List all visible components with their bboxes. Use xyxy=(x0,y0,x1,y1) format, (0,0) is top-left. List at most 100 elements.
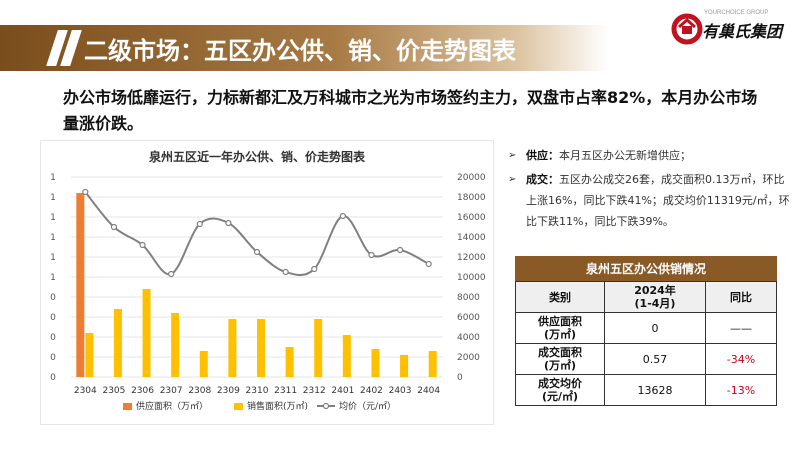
sales-bar xyxy=(85,333,94,377)
legend-swatch-supply xyxy=(123,403,132,410)
chart-container: 泉州五区近一年办公供、销、价走势图表 0 0 0 2000 0 4000 0 6000 0 8000… xyxy=(40,140,494,425)
row-yoy: -13% xyxy=(705,374,777,406)
right-tick-label: 10000 xyxy=(457,273,486,283)
bullet-list: ➢ 供应：本月五区办公无新增供应； ➢ 成交：五区办公成交26套，成交面积0.1… xyxy=(508,145,793,235)
right-tick-label: 16000 xyxy=(457,213,486,223)
price-point xyxy=(282,268,289,276)
x-tick-label: 2311 xyxy=(274,386,297,396)
x-tick-label: 2403 xyxy=(389,386,412,396)
supply-sales-table: 泉州五区办公供销情况 类别 2024年 (1-4月) 同比 供应面积 (万㎡) … xyxy=(515,256,777,406)
left-tick-label: 0 xyxy=(50,293,56,303)
sales-bar xyxy=(314,319,323,377)
table-row: 成交面积 (万㎡) 0.57 -34% xyxy=(515,343,777,375)
price-point xyxy=(110,223,118,231)
row-yoy: -34% xyxy=(705,343,777,375)
right-tick-label: 14000 xyxy=(457,233,486,243)
x-tick-label: 2305 xyxy=(102,386,125,396)
price-point xyxy=(225,219,232,227)
table-header-cell: 2024年 (1-4月) xyxy=(604,281,706,313)
table-header-cell: 同比 xyxy=(705,281,777,313)
x-tick-label: 2309 xyxy=(217,386,240,396)
price-point xyxy=(168,270,175,278)
sales-bar xyxy=(257,319,265,377)
left-tick-label: 1 xyxy=(50,213,56,223)
table-row: 供应面积 (万㎡) 0 —— xyxy=(515,312,777,344)
bullet-text: 五区办公成交26套，成交面积0.13万㎡，环比上涨16%，同比下跌41%；成交均… xyxy=(526,173,790,228)
header: 二级市场：五区办公供、销、价走势图表 YOURCHOICE GROUP 有巢氏集… xyxy=(0,0,798,86)
sales-bar xyxy=(371,349,380,377)
right-tick-label: 12000 xyxy=(457,253,486,263)
sales-bar xyxy=(342,335,351,377)
logo-chinese: 有巢氏集团 xyxy=(702,22,783,41)
left-tick-label: 0 xyxy=(50,373,56,383)
row-label: 成交面积 (万㎡) xyxy=(515,343,605,375)
legend-label-price: 均价（元/㎡） xyxy=(339,400,396,412)
x-tick-label: 2404 xyxy=(417,386,440,396)
price-point xyxy=(368,251,375,259)
price-line xyxy=(84,191,430,277)
table-title: 泉州五区办公供销情况 xyxy=(515,256,777,281)
x-tick-label: 2306 xyxy=(131,386,154,396)
table-header-row: 类别 2024年 (1-4月) 同比 xyxy=(515,281,777,313)
header-bar xyxy=(0,25,608,71)
legend-label-supply: 供应面积（万㎡） xyxy=(136,400,208,412)
company-logo xyxy=(670,10,790,50)
right-tick-label: 20000 xyxy=(457,173,486,183)
row-yoy: —— xyxy=(705,312,777,344)
chart-title: 泉州五区近一年办公供、销、价走势图表 xyxy=(149,149,366,164)
sales-bar xyxy=(171,313,180,377)
left-tick-label: 1 xyxy=(50,233,56,243)
price-point xyxy=(253,248,261,256)
price-point xyxy=(311,265,318,273)
supply-bar xyxy=(76,193,85,377)
bullet-sales: ➢ 成交：五区办公成交26套，成交面积0.13万㎡，环比上涨16%，同比下跌41… xyxy=(508,169,793,232)
right-tick-label: 0 xyxy=(457,373,463,383)
x-tick-label: 2401 xyxy=(331,386,354,396)
legend-swatch-sales xyxy=(234,403,243,410)
bullet-label: 供应： xyxy=(526,149,559,162)
sales-bar xyxy=(428,351,437,377)
right-tick-label: 2000 xyxy=(457,353,480,363)
x-tick-label: 2402 xyxy=(360,386,383,396)
left-tick-label: 1 xyxy=(50,173,56,183)
price-point xyxy=(82,188,89,196)
right-tick-label: 8000 xyxy=(457,293,480,303)
price-point xyxy=(425,260,432,268)
left-tick-label: 0 xyxy=(50,313,56,323)
table-header-cell: 类别 xyxy=(515,281,605,313)
logo-english: YOURCHOICE GROUP xyxy=(704,10,769,16)
left-tick-label: 1 xyxy=(50,253,56,263)
page-title: 二级市场：五区办公供、销、价走势图表 xyxy=(84,37,516,65)
row-value: 13628 xyxy=(604,374,706,406)
left-tick-label: 0 xyxy=(50,353,56,363)
sales-bar xyxy=(199,351,208,377)
price-point xyxy=(196,220,203,228)
x-tick-label: 2310 xyxy=(246,386,269,396)
left-tick-label: 1 xyxy=(50,273,56,283)
price-point xyxy=(139,241,146,249)
bullet-supply: ➢ 供应：本月五区办公无新增供应； xyxy=(508,145,793,166)
right-tick-label: 6000 xyxy=(457,313,480,323)
left-tick-label: 0 xyxy=(50,333,56,343)
x-tick-label: 2304 xyxy=(74,386,97,396)
legend-marker-price xyxy=(322,402,330,410)
sales-bar xyxy=(228,319,237,377)
price-point xyxy=(396,246,404,254)
row-label: 供应面积 (万㎡) xyxy=(515,312,605,344)
legend-label-sales: 销售面积(万㎡) xyxy=(247,400,308,412)
row-label: 成交均价 (元/㎡) xyxy=(515,374,605,406)
sales-bar xyxy=(285,347,294,377)
data-table: 类别 2024年 (1-4月) 同比 供应面积 (万㎡) 0 —— 成交面积 (… xyxy=(515,281,777,406)
price-point xyxy=(339,212,346,220)
logo-icon xyxy=(671,13,703,45)
bullet-label: 成交： xyxy=(526,173,559,186)
x-tick-label: 2307 xyxy=(160,386,183,396)
row-value: 0 xyxy=(604,312,706,344)
x-tick-label: 2308 xyxy=(188,386,211,396)
x-tick-label: 2312 xyxy=(303,386,326,396)
sales-bar xyxy=(142,289,151,377)
row-value: 0.57 xyxy=(604,343,706,375)
sales-bar xyxy=(113,309,122,377)
arrow-icon: ➢ xyxy=(508,150,517,161)
